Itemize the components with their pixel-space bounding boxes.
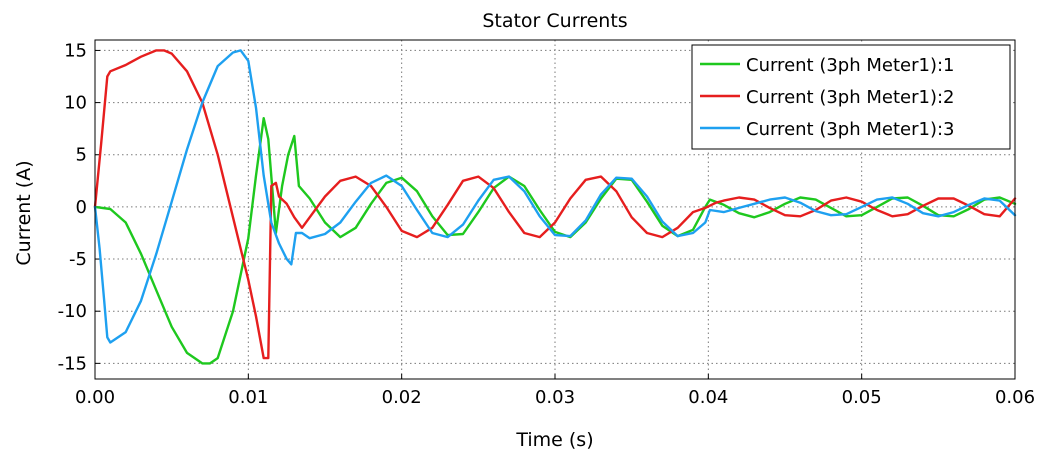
x-axis-label: Time (s) [515, 429, 593, 451]
legend: Current (3ph Meter1):1 Current (3ph Meter… [691, 44, 1011, 150]
axis-ticks: 0.00 0.01 0.02 0.03 0.04 0.05 0.06 -15 -10 -5 0 5 10… [58, 40, 1035, 408]
x-tick-label: 0.06 [995, 387, 1035, 408]
y-axis-label: Current (A) [13, 160, 35, 265]
y-tick-label: 10 [64, 93, 87, 114]
plot-frame [94, 39, 1016, 380]
x-tick-label: 0.05 [842, 387, 882, 408]
chart-title: Stator Currents [482, 10, 627, 32]
legend-label-2: Current (3ph Meter1):2 [746, 87, 955, 108]
x-tick-label: 0.00 [75, 387, 115, 408]
legend-label-1: Current (3ph Meter1):1 [746, 55, 955, 76]
grid-lines [95, 40, 1015, 379]
y-tick-label: -5 [69, 249, 87, 270]
legend-label-3: Current (3ph Meter1):3 [746, 119, 955, 140]
y-tick-label: 15 [64, 40, 87, 61]
legend-box [691, 44, 1011, 150]
x-tick-label: 0.04 [688, 387, 728, 408]
data-lines [93, 49, 1017, 365]
x-tick-label: 0.01 [228, 387, 268, 408]
y-tick-label: 0 [76, 197, 87, 218]
y-tick-label: -15 [58, 353, 87, 374]
series-line-2 [93, 49, 1017, 360]
y-tick-label: -10 [58, 301, 87, 322]
series-line-3 [93, 49, 1017, 344]
x-tick-label: 0.02 [382, 387, 422, 408]
x-tick-label: 0.03 [535, 387, 575, 408]
y-tick-label: 5 [76, 145, 87, 166]
